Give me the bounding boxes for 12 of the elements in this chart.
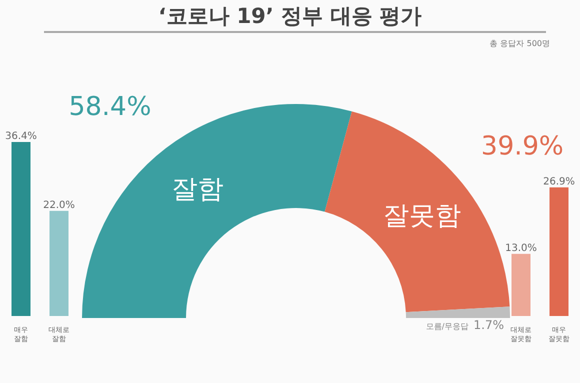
data-label: 1.7% — [474, 318, 504, 332]
slice-label: 모름/무응답 — [426, 322, 468, 331]
data-label: 36.4% — [5, 131, 37, 142]
data-label: 58.4% — [68, 92, 152, 122]
data-label: 39.9% — [481, 131, 564, 162]
slice-label: 잘함 — [172, 174, 224, 204]
data-label: 22.0% — [43, 200, 75, 211]
slice-label: 잘못함 — [382, 201, 461, 232]
chart-title: ‘코로나 19’ 정부 대응 평가 — [157, 3, 423, 30]
data-label: 26.9% — [543, 176, 575, 188]
data-label: 13.0% — [505, 242, 537, 254]
chart-subtitle: 총 응답자 500명 — [490, 38, 550, 49]
